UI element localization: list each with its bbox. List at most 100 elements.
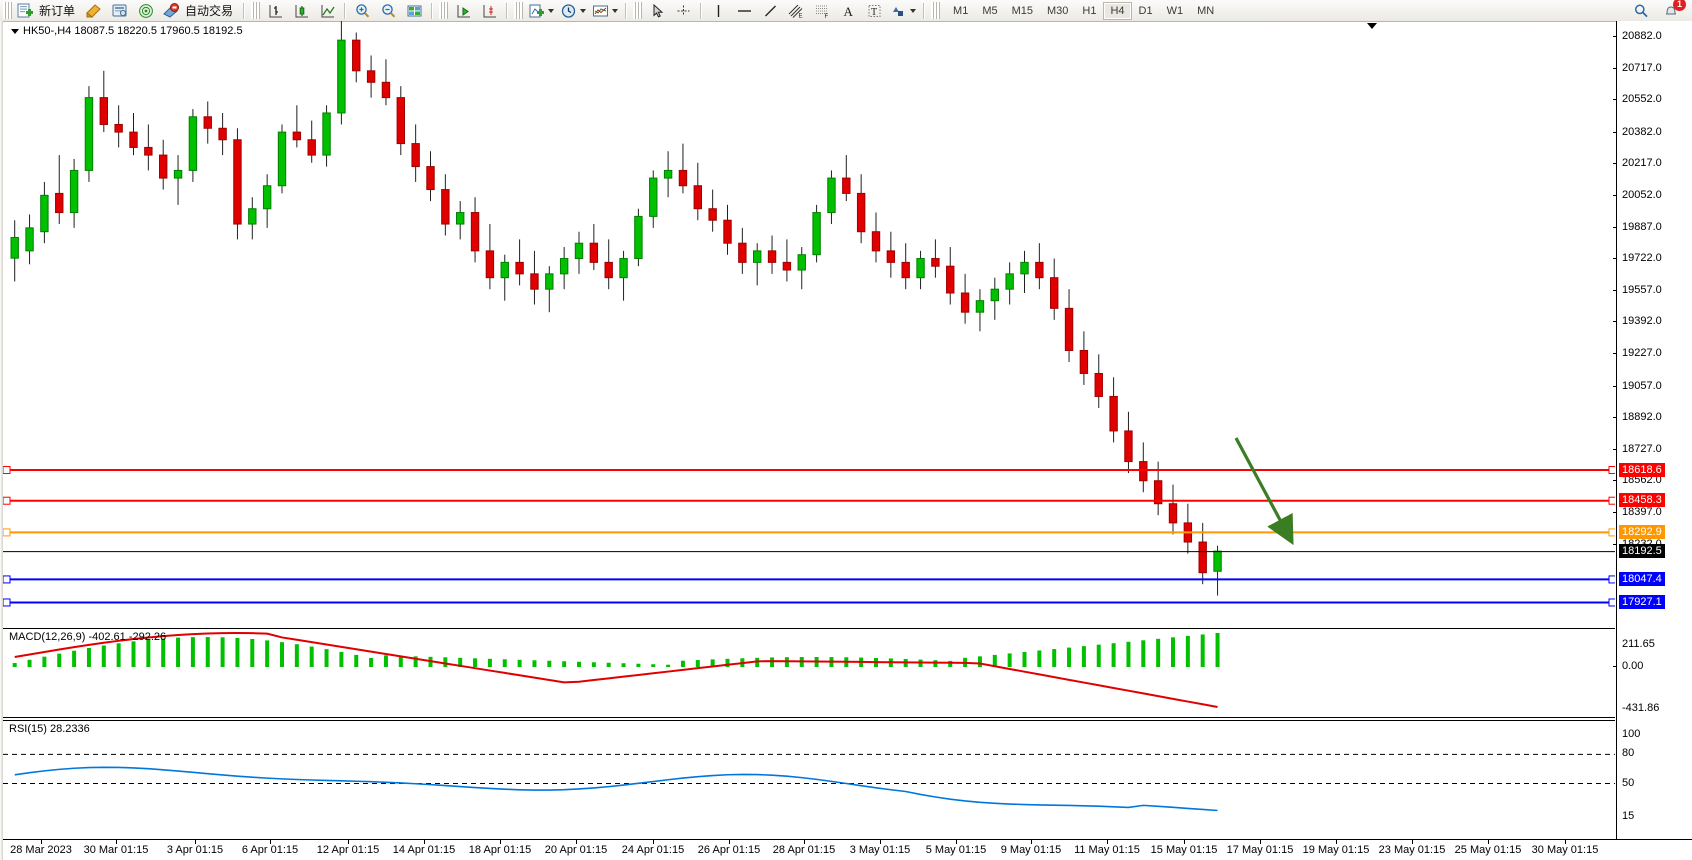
price-line-tag[interactable]: 18458.3 xyxy=(1619,493,1665,508)
search-button[interactable] xyxy=(1628,0,1654,21)
metaeditor-button[interactable] xyxy=(81,0,107,21)
crosshair-tool[interactable] xyxy=(670,0,696,21)
toolbar-separator-1 xyxy=(243,2,245,19)
time-tick-mark xyxy=(1184,840,1185,844)
label-tool[interactable]: T xyxy=(861,0,887,21)
price-tick-mark xyxy=(1613,321,1617,323)
timeframe-mn[interactable]: MN xyxy=(1197,4,1215,17)
templates-button[interactable] xyxy=(589,0,621,21)
price-line-handle[interactable] xyxy=(3,575,11,584)
time-tick-label: 19 May 01:15 xyxy=(1302,844,1370,856)
trendline-tool[interactable] xyxy=(757,0,783,21)
indicators-button[interactable] xyxy=(525,0,557,21)
price-tick-mark xyxy=(1613,194,1617,196)
toolbar-grip-3[interactable] xyxy=(439,2,449,19)
chart-menu-arrow-icon[interactable] xyxy=(11,28,19,34)
zoom-out-button[interactable] xyxy=(375,0,401,21)
autotrading-button[interactable]: 自动交易 xyxy=(159,0,239,21)
text-A-icon: A xyxy=(843,4,853,19)
chart-shift-button[interactable] xyxy=(450,0,476,21)
time-tick-mark xyxy=(880,840,881,844)
timeframe-d1[interactable]: D1 xyxy=(1138,4,1153,17)
chevron-down-icon[interactable] xyxy=(910,8,917,13)
time-tick-label: 5 May 01:15 xyxy=(925,844,987,856)
price-line-tag[interactable]: 18618.6 xyxy=(1619,462,1665,477)
horizontal-line-tool[interactable] xyxy=(731,0,757,21)
horizontal-price-lines[interactable] xyxy=(3,21,1615,611)
line-chart-button[interactable] xyxy=(314,0,340,21)
text-tool[interactable]: A xyxy=(835,0,861,21)
price-tick-mark xyxy=(1613,480,1617,482)
timeframe-w1[interactable]: W1 xyxy=(1166,4,1184,17)
time-tick-label: 12 Apr 01:15 xyxy=(316,844,380,856)
time-tick-label: 28 Apr 01:15 xyxy=(772,844,836,856)
time-axis[interactable]: 28 Mar 2023 30 Mar 01:15 3 Apr 01:15 6 Apr … xyxy=(3,839,1692,860)
toolbar-grip-2[interactable] xyxy=(251,2,261,19)
timeframe-m1[interactable]: M1 xyxy=(953,4,969,17)
price-line-handle[interactable] xyxy=(1608,496,1615,505)
periods-button[interactable] xyxy=(557,0,589,21)
toolbar-grip-4[interactable] xyxy=(514,2,524,19)
chevron-down-icon[interactable] xyxy=(548,8,555,13)
chevron-down-icon[interactable] xyxy=(612,8,619,13)
toolbar-grip-5[interactable] xyxy=(633,2,643,19)
vertical-line-tool[interactable] xyxy=(705,0,731,21)
indicators-icon xyxy=(529,4,545,17)
timeframe-h1[interactable]: H1 xyxy=(1082,4,1097,17)
price-axis[interactable]: 20882.0 20717.0 20552.0 20382.0 20217.0 20052… xyxy=(1613,21,1692,839)
toolbar-grip-6[interactable] xyxy=(931,2,941,19)
time-tick-mark xyxy=(1031,840,1032,844)
svg-text:T: T xyxy=(871,7,877,18)
price-line-handle[interactable] xyxy=(3,466,11,475)
timeframe-h4[interactable]: H4 xyxy=(1103,1,1132,20)
expert-advisors-button[interactable] xyxy=(107,0,133,21)
tile-windows-icon xyxy=(407,5,422,16)
price-line-handle[interactable] xyxy=(3,496,11,505)
price-line-handle[interactable] xyxy=(1608,466,1615,475)
price-line-handle[interactable] xyxy=(1608,528,1615,537)
chevron-down-icon[interactable] xyxy=(580,8,587,13)
cursor-tool[interactable] xyxy=(644,0,670,21)
timeframe-m5[interactable]: M5 xyxy=(982,4,998,17)
price-tick-mark xyxy=(1613,543,1617,545)
price-line-tag[interactable]: 17927.1 xyxy=(1619,594,1665,609)
timeframe-m30[interactable]: M30 xyxy=(1047,4,1069,17)
rsi-tick-label: 80 xyxy=(1622,747,1635,760)
price-line-tag[interactable]: 18192.5 xyxy=(1619,544,1665,559)
rsi-indicator-panel[interactable]: RSI(15) 28.2336 xyxy=(3,720,1615,839)
signals-button[interactable] xyxy=(133,0,159,21)
bar-chart-button[interactable] xyxy=(262,0,288,21)
collapse-arrow-icon[interactable] xyxy=(1367,23,1377,29)
time-tick-mark xyxy=(653,840,654,844)
timeframe-m15[interactable]: M15 xyxy=(1011,4,1033,17)
rsi-tick-label: 50 xyxy=(1622,776,1635,789)
equidistant-channel-tool[interactable]: E xyxy=(783,0,809,21)
chart-left-grip[interactable] xyxy=(0,21,3,860)
svg-text:E: E xyxy=(798,13,802,19)
zoom-in-button[interactable] xyxy=(349,0,375,21)
shapes-tool[interactable] xyxy=(887,0,919,21)
main-toolbar: 新订单 自动交易 xyxy=(0,0,1692,22)
tile-windows-button[interactable] xyxy=(401,0,427,21)
price-line-tag[interactable]: 18292.9 xyxy=(1619,524,1665,539)
chart-plot-area[interactable]: HK50-,H4 18087.5 18220.5 17960.5 18192.5… xyxy=(3,21,1615,839)
price-line-handle[interactable] xyxy=(3,598,11,607)
new-order-button[interactable]: 新订单 xyxy=(14,0,81,21)
price-line-handle[interactable] xyxy=(1608,598,1615,607)
auto-scroll-button[interactable] xyxy=(476,0,502,21)
price-line-handle[interactable] xyxy=(1608,575,1615,584)
toolbar-grip-1[interactable] xyxy=(3,2,12,19)
toolbar-separator-2 xyxy=(344,2,346,19)
expert-advisors-icon xyxy=(112,4,127,16)
fibonacci-tool[interactable]: F xyxy=(809,0,835,21)
notifications-button[interactable]: 1 xyxy=(1658,0,1686,21)
candlestick-chart-button[interactable] xyxy=(288,0,314,21)
price-line-handle[interactable] xyxy=(3,528,11,537)
macd-indicator-panel[interactable]: MACD(12,26,9) -402.61 -292.26 xyxy=(3,628,1615,718)
price-tick-label: 20217.0 xyxy=(1622,157,1662,170)
macd-tick-mark xyxy=(1613,666,1617,667)
svg-text:F: F xyxy=(824,14,828,19)
price-tick-label: 18892.0 xyxy=(1622,411,1662,424)
price-line-tag[interactable]: 18047.4 xyxy=(1619,571,1665,586)
chart-shift-icon xyxy=(457,4,470,17)
